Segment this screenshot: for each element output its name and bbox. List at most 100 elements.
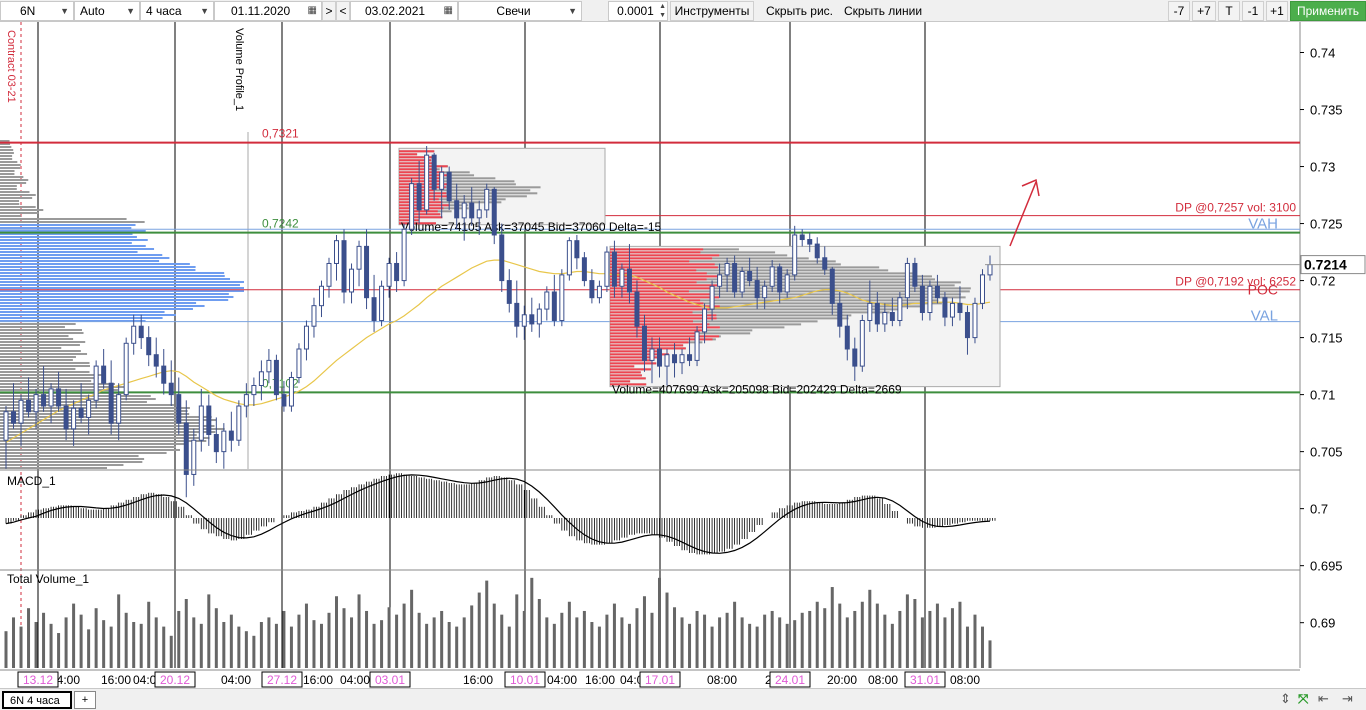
calendar-icon[interactable]: ▦ [443, 5, 453, 16]
fullscreen-icon[interactable]: ⤧ [1298, 691, 1309, 706]
profile-delta-bar [610, 371, 641, 374]
price-tick-label: 0.735 [1310, 103, 1343, 118]
volume-bar [920, 617, 924, 668]
shift-minus1-button[interactable]: -1 [1242, 1, 1264, 21]
profile-bar [0, 422, 204, 424]
profile-delta-bar [610, 359, 652, 362]
profile-bar [0, 437, 210, 439]
stepper-arrows-icon[interactable]: ▲ ▼ [659, 3, 666, 19]
volume-bar [755, 626, 759, 668]
symbol-select[interactable]: 6N ▼ [0, 1, 74, 21]
volume-bar [485, 580, 489, 668]
volume-bar [492, 603, 496, 668]
resize-vertical-icon[interactable]: ⇕ [1280, 691, 1291, 706]
profile-delta-bar [610, 272, 707, 275]
apply-button[interactable]: Применить [1290, 1, 1366, 21]
shift-plus7-button[interactable]: +7 [1192, 1, 1216, 21]
candle-body [679, 354, 685, 364]
volume-bar [590, 622, 594, 668]
level-label-7242: 0,7242 [262, 217, 299, 231]
shift-today-button[interactable]: T [1218, 1, 1240, 21]
profile-bar [0, 179, 29, 181]
volume-bar [950, 608, 954, 668]
tools-button[interactable]: Инструменты [670, 1, 754, 21]
profile-bar [0, 428, 225, 430]
profile-bar [0, 206, 36, 208]
price-tick-label: 0.74 [1310, 46, 1335, 61]
bottom-tab-bar: 6N 4 часа + ⇕ ⤧ ⇤ ⇥ [0, 688, 1366, 710]
profile-delta-bar [610, 317, 717, 320]
profile-bar [399, 198, 506, 201]
date-to-field[interactable]: 03.02.2021 ▦ [350, 1, 458, 21]
candle-body [717, 274, 723, 287]
volume-bar [470, 605, 474, 668]
profile-bar [0, 281, 244, 283]
profile-delta-bar [399, 171, 444, 174]
candle-body [581, 257, 587, 282]
candle-body [889, 312, 895, 321]
profile-bar [0, 227, 132, 229]
profile-delta-bar [610, 251, 701, 254]
volume-bar [567, 601, 571, 668]
price-chart[interactable]: Contract 03-21 Volume Profile_1 0,7321 0,72… [0, 22, 1366, 688]
volume-bar [27, 608, 31, 668]
profile-delta-bar [610, 320, 693, 323]
chart-area[interactable]: Contract 03-21 Volume Profile_1 0,7321 0,72… [0, 22, 1366, 688]
profile-bar [0, 278, 231, 280]
candle-body [844, 325, 850, 350]
candle-body [942, 297, 948, 318]
profile-delta-bar [399, 192, 447, 195]
hide-lines-button[interactable]: Скрыть линии [838, 1, 930, 21]
volume-bar [988, 640, 992, 668]
scroll-end-icon[interactable]: ⇥ [1342, 691, 1353, 706]
volume-bar [402, 603, 406, 668]
candle-body [574, 240, 580, 259]
profile-bar [0, 161, 18, 163]
profile-bar [0, 173, 15, 175]
candle-body [296, 348, 302, 379]
profile-bar [0, 230, 146, 232]
volume-bar [42, 612, 46, 668]
candle-body [476, 209, 482, 219]
annotation-arrow-head [1021, 178, 1040, 197]
calendar-icon[interactable]: ▦ [307, 5, 317, 16]
shift-plus7-label: +7 [1197, 4, 1211, 18]
shift-plus1-button[interactable]: +1 [1266, 1, 1288, 21]
profile-bar [610, 302, 942, 305]
candle-body [634, 291, 640, 327]
profile-bar [0, 275, 225, 277]
chart-type-select[interactable]: Свечи ▼ [458, 1, 582, 21]
volume-bar [673, 607, 677, 668]
tab-6n-4h[interactable]: 6N 4 часа [2, 691, 72, 709]
profile-bar [0, 347, 62, 349]
volume-bar [515, 594, 519, 668]
volume-bar [425, 623, 429, 668]
candle-body [687, 354, 693, 361]
scale-mode-select[interactable]: Auto ▼ [74, 1, 140, 21]
volume-bar [79, 614, 83, 668]
nav-back-button[interactable]: < [336, 1, 350, 21]
tick-size-stepper[interactable]: 0.0001 ▲ ▼ [608, 1, 668, 21]
candle-body [341, 240, 347, 293]
candle-body [198, 405, 204, 441]
profile-bar [0, 410, 188, 412]
candle-body [394, 262, 400, 282]
candle-body [116, 394, 122, 424]
candle-body [153, 354, 159, 367]
candle-body [897, 297, 903, 321]
profile-delta-bar [399, 222, 436, 225]
candle-body [664, 354, 670, 367]
profile-delta-bar [399, 168, 437, 171]
nav-forward-button[interactable]: > [322, 1, 336, 21]
shift-minus7-button[interactable]: -7 [1168, 1, 1190, 21]
date-from-field[interactable]: 01.11.2020 ▦ [214, 1, 322, 21]
volume-bar [380, 620, 384, 668]
timeframe-select[interactable]: 4 часа ▼ [140, 1, 214, 21]
profile-box-2: Volume=407699 Ask=205098 Bid=202429 Delt… [609, 245, 1001, 396]
hide-drawings-button[interactable]: Скрыть рис. [760, 1, 838, 21]
profile-delta-bar [610, 356, 659, 359]
volume-bar [605, 614, 609, 668]
scroll-start-icon[interactable]: ⇤ [1318, 691, 1329, 706]
add-tab-button[interactable]: + [74, 691, 96, 709]
date-label-box [154, 671, 196, 688]
